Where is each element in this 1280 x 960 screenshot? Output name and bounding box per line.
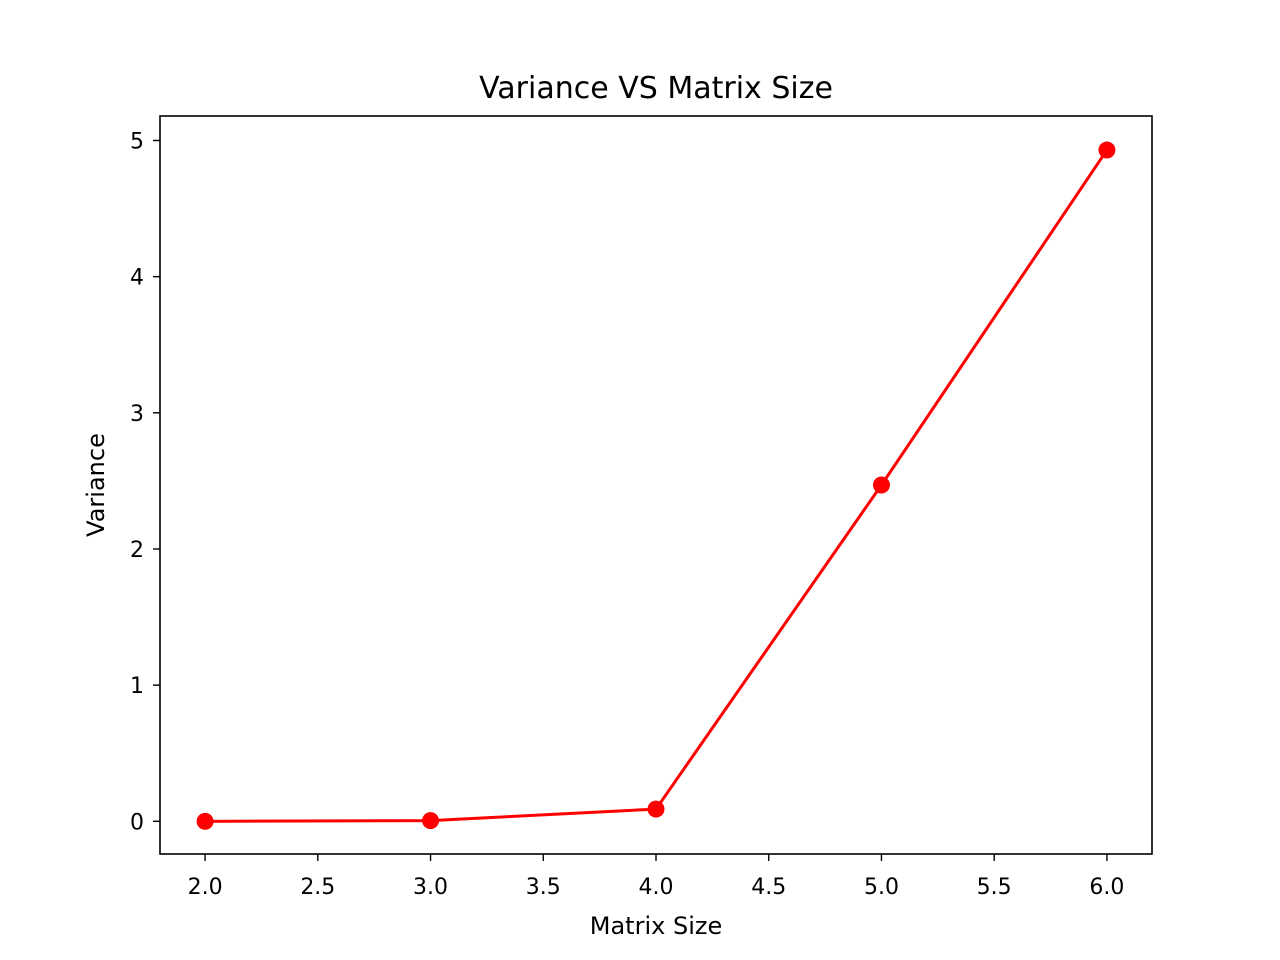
y-tick-label: 0 (130, 810, 144, 835)
y-axis: 0 1 2 3 4 5 (130, 130, 160, 835)
x-tick-label: 2.5 (300, 875, 335, 900)
plot-frame (159, 115, 1153, 855)
x-tick-label: 4.0 (639, 875, 674, 900)
x-tick-label: 3.5 (526, 875, 561, 900)
y-tick-label: 5 (130, 130, 144, 155)
y-tick-label: 1 (130, 674, 144, 699)
x-axis-label: Matrix Size (590, 912, 722, 940)
data-point (1098, 141, 1116, 159)
y-tick-label: 4 (130, 266, 144, 291)
x-axis: 2.0 2.5 3.0 3.5 4.0 4.5 5.0 5.5 6.0 (188, 854, 1124, 900)
data-point (647, 800, 665, 818)
y-tick-label: 2 (130, 538, 144, 563)
x-tick-label: 5.0 (864, 875, 899, 900)
x-tick-label: 2.0 (188, 875, 223, 900)
x-tick-label: 3.0 (413, 875, 448, 900)
data-point (422, 812, 440, 830)
y-axis-label: Variance (82, 433, 110, 537)
data-point (196, 812, 214, 830)
data-point (872, 476, 890, 494)
x-tick-label: 5.5 (977, 875, 1012, 900)
x-tick-label: 4.5 (751, 875, 786, 900)
chart-title: Variance VS Matrix Size (479, 71, 833, 106)
series-layer (196, 141, 1116, 830)
x-tick-label: 6.0 (1089, 875, 1124, 900)
y-tick-label: 3 (130, 402, 144, 427)
